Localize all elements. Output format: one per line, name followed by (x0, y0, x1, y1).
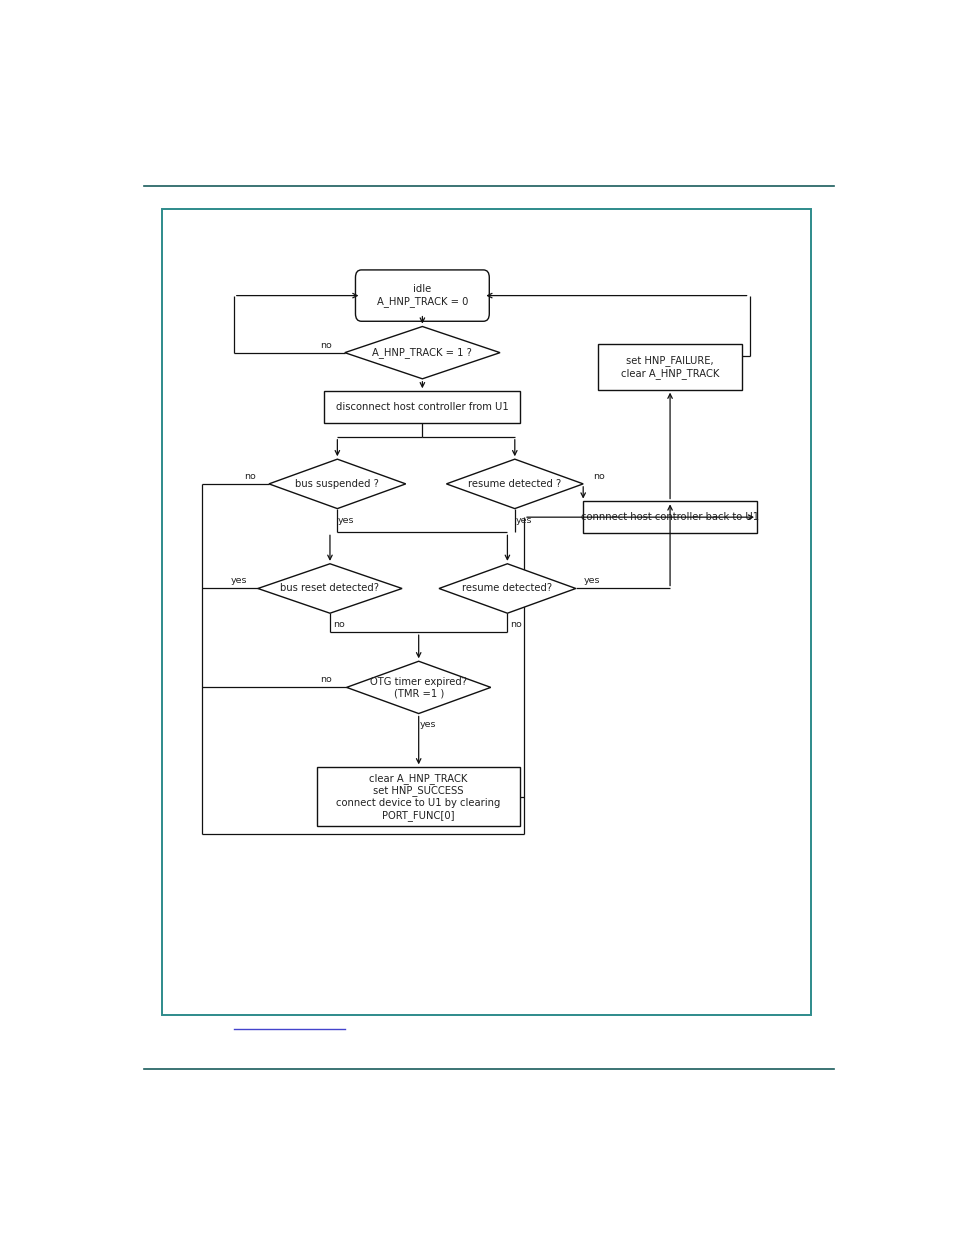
Text: idle
A_HNP_TRACK = 0: idle A_HNP_TRACK = 0 (376, 284, 468, 306)
Polygon shape (438, 563, 576, 614)
Text: no: no (320, 341, 332, 350)
Polygon shape (446, 459, 582, 509)
Text: connnect host controller back to U1: connnect host controller back to U1 (580, 513, 759, 522)
FancyBboxPatch shape (355, 270, 489, 321)
Text: yes: yes (583, 577, 599, 585)
Text: disconnect host controller from U1: disconnect host controller from U1 (335, 401, 508, 411)
Bar (316, 767, 519, 826)
Text: clear A_HNP_TRACK
set HNP_SUCCESS
connect device to U1 by clearing
PORT_FUNC[0]: clear A_HNP_TRACK set HNP_SUCCESS connec… (336, 773, 500, 820)
Text: no: no (593, 472, 605, 480)
Text: resume detected ?: resume detected ? (468, 479, 560, 489)
Text: no: no (319, 676, 332, 684)
Text: no: no (244, 472, 256, 480)
Bar (598, 345, 741, 390)
Text: bus suspended ?: bus suspended ? (295, 479, 379, 489)
Bar (582, 501, 756, 532)
Text: yes: yes (337, 515, 355, 525)
Polygon shape (257, 563, 401, 614)
Polygon shape (346, 661, 490, 714)
Text: bus reset detected?: bus reset detected? (280, 583, 379, 594)
Text: no: no (510, 620, 521, 629)
Bar (162, 209, 810, 1015)
Text: resume detected?: resume detected? (462, 583, 552, 594)
Text: yes: yes (419, 720, 436, 730)
Text: no: no (333, 620, 344, 629)
Polygon shape (344, 326, 499, 379)
Polygon shape (269, 459, 405, 509)
Text: A_HNP_TRACK = 1 ?: A_HNP_TRACK = 1 ? (372, 347, 472, 358)
Text: set HNP_FAILURE,
clear A_HNP_TRACK: set HNP_FAILURE, clear A_HNP_TRACK (620, 356, 719, 379)
Text: OTG timer expired?
(TMR =1 ): OTG timer expired? (TMR =1 ) (370, 677, 467, 698)
Bar (324, 391, 519, 422)
Text: yes: yes (231, 577, 248, 585)
Text: yes: yes (515, 515, 532, 525)
